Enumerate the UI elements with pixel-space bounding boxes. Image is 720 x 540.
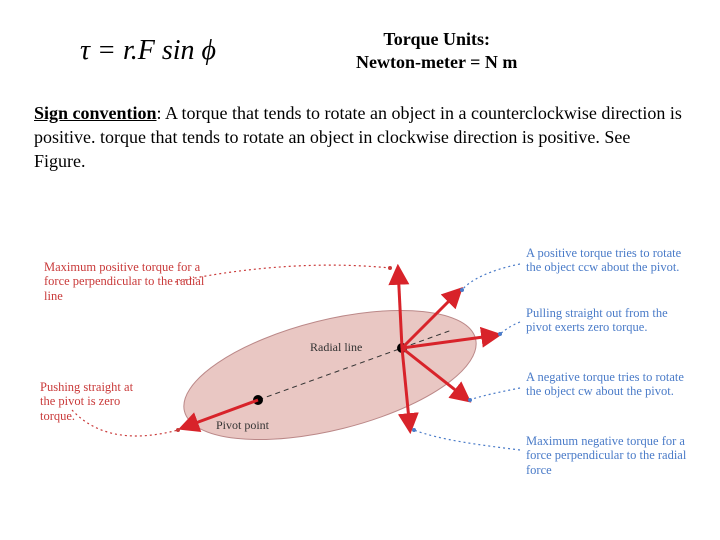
ann-pull-out: Pulling straight out from the pivot exer… (526, 306, 696, 335)
pivot-label: Pivot point (216, 418, 269, 433)
sign-convention-paragraph: Sign convention: A torque that tends to … (0, 75, 720, 174)
ann-push-pivot: Pushing straight at the pivot is zero to… (40, 380, 150, 423)
torque-formula: τ = r.F sin ϕ (80, 35, 216, 67)
units-line2: Newton-meter = N m (356, 51, 517, 74)
ann-max-pos: Maximum positive torque for a force perp… (44, 260, 214, 303)
ann-max-neg: Maximum negative torque for a force perp… (526, 434, 696, 477)
ann-neg-cw: A negative torque tries to rotate the ob… (526, 370, 696, 399)
radial-label: Radial line (310, 340, 362, 355)
units-block: Torque Units: Newton-meter = N m (356, 28, 517, 75)
units-line1: Torque Units: (356, 28, 517, 51)
torque-diagram: Pivot point Radial line Maximum positive… (0, 240, 720, 520)
ann-pos-ccw: A positive torque tries to rotate the ob… (526, 246, 696, 275)
sign-convention-label: Sign convention (34, 103, 157, 123)
tau-symbol: τ (80, 35, 90, 66)
